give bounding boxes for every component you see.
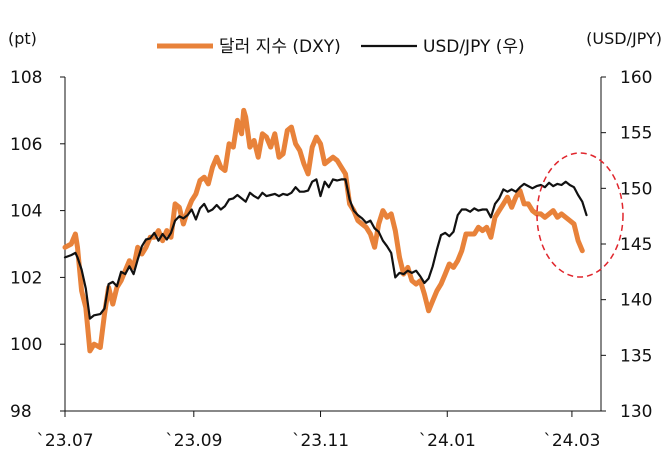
right-tick-label: 150	[620, 179, 652, 199]
right-tick-label: 140	[620, 291, 652, 311]
left-tick-label: 106	[10, 135, 42, 155]
left-tick-label: 98	[10, 402, 32, 422]
right-tick-label: 155	[620, 124, 652, 144]
legend: 달러 지수 (DXY) USD/JPY (우)	[157, 37, 525, 57]
left-tick-label: 104	[10, 202, 42, 222]
x-tick-label: `23.07	[36, 431, 93, 451]
series-line-usdjpy	[63, 178, 588, 320]
series-layer	[62, 107, 588, 354]
right-tick-label: 130	[620, 402, 652, 422]
left-tick-label: 108	[10, 68, 42, 88]
right-tick-label: 135	[620, 346, 652, 366]
left-axis-unit: (pt)	[8, 29, 37, 48]
right-axis-unit: (USD/JPY)	[586, 29, 662, 48]
right-tick-label: 145	[620, 235, 652, 255]
left-tick-label: 102	[10, 268, 42, 288]
axes: 98 100 102 104 106 108 130 135 140 145 150 155 160 `2…	[10, 68, 652, 451]
series-line-dxy	[62, 107, 585, 354]
x-tick-label: `24.01	[419, 431, 476, 451]
x-tick-label: `23.09	[165, 431, 222, 451]
legend-label-dxy: 달러 지수 (DXY)	[219, 37, 341, 57]
x-tick-label: `24.03	[543, 431, 600, 451]
left-tick-label: 100	[10, 335, 42, 355]
right-tick-label: 160	[620, 68, 652, 88]
highlight-circle	[536, 152, 624, 278]
x-tick-label: `23.11	[292, 431, 349, 451]
legend-label-usdjpy: USD/JPY (우)	[423, 37, 525, 57]
